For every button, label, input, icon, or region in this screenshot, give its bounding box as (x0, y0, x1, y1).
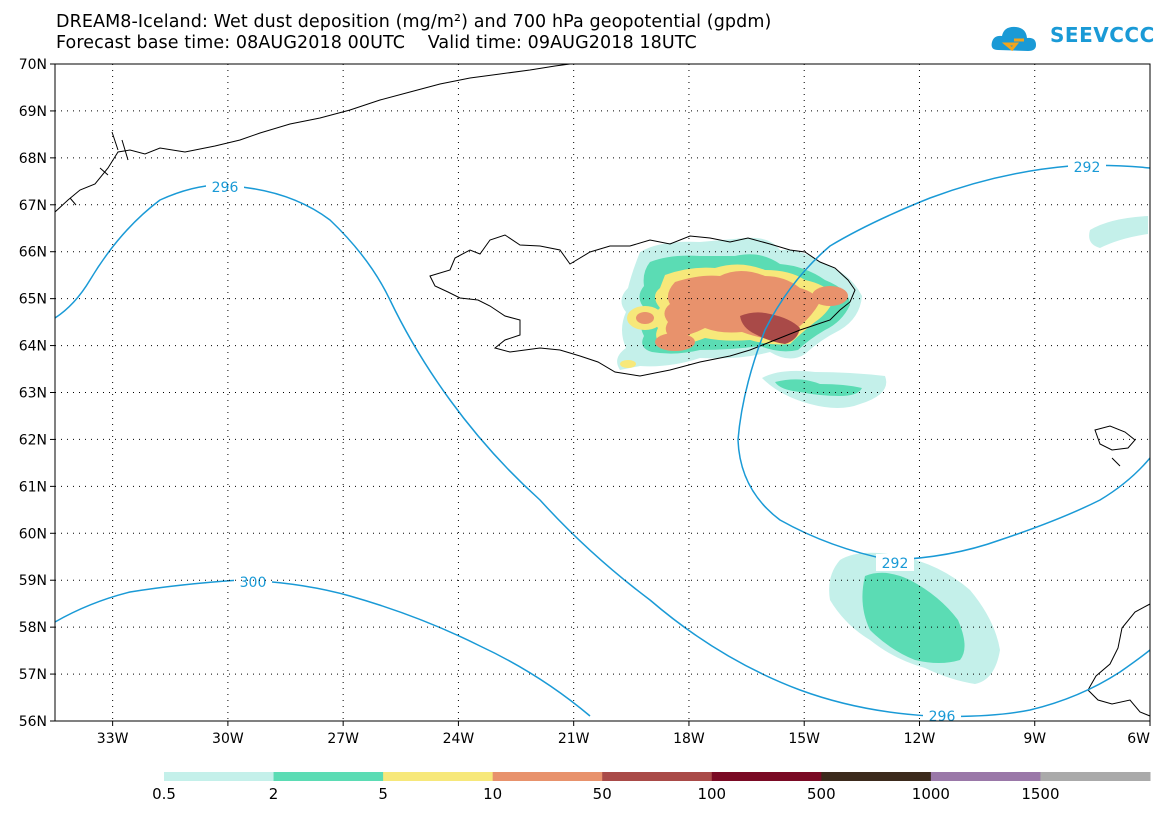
lat-label: 64N (19, 339, 47, 355)
legend-label: 1000 (911, 785, 950, 803)
legend-swatch (821, 772, 932, 781)
dust-area-south-2 (775, 379, 862, 396)
gridlines (55, 64, 1150, 721)
lat-label: 68N (19, 151, 47, 167)
dust-area-southpatch-2 (862, 572, 965, 663)
lat-label: 58N (19, 620, 47, 636)
lon-label: 27W (327, 731, 359, 747)
latitude-axis: 70N 69N 68N 67N 66N 65N 64N 63N 62N 61N 60N 59N 58N 5… (19, 57, 55, 730)
contour-label-292-south: 292 (882, 556, 909, 572)
lon-label: 30W (212, 731, 244, 747)
legend-label: 500 (807, 785, 836, 803)
contour-292 (737, 164, 1151, 561)
legend-color-bar (164, 772, 1151, 781)
lat-label: 57N (19, 667, 47, 683)
lat-label: 59N (19, 573, 47, 589)
legend-label: 5 (378, 785, 388, 803)
scotland-coast (1087, 603, 1151, 717)
contour-300 (54, 579, 591, 717)
legend-swatch (602, 772, 713, 781)
lon-label: 21W (558, 731, 590, 747)
contour-296-west (54, 184, 1151, 718)
contour-label-292-north: 292 (1074, 160, 1101, 176)
lat-label: 56N (19, 714, 47, 730)
dust-area-10-west (636, 312, 654, 324)
legend-swatch (492, 772, 603, 781)
legend-label: 50 (592, 785, 612, 803)
logo-text: SEEVCCC (1050, 23, 1155, 47)
lon-label: 24W (443, 731, 475, 747)
greenland-coast (54, 63, 571, 213)
lat-label: 70N (19, 57, 47, 73)
faroe-coast (1094, 425, 1136, 467)
legend-label: 0.5 (152, 785, 176, 803)
lat-label: 67N (19, 198, 47, 214)
lat-label: 61N (19, 479, 47, 495)
forecast-base-time: Forecast base time: 08AUG2018 00UTC (56, 33, 406, 53)
greenland-fjords (69, 131, 129, 206)
legend-label: 2 (268, 785, 279, 803)
map-title: DREAM8-Iceland: Wet dust deposition (mg/… (56, 12, 772, 32)
geopotential-contours (54, 164, 1151, 718)
contour-label-296-west: 296 (212, 180, 239, 196)
valid-time: Valid time: 09AUG2018 18UTC (427, 33, 697, 53)
lat-label: 69N (19, 104, 47, 120)
legend-swatch (930, 772, 1041, 781)
legend-label: 10 (483, 785, 503, 803)
contour-label-296-south: 296 (929, 709, 956, 725)
cloud-icon (991, 26, 1036, 52)
legend-swatch (164, 772, 275, 781)
lat-label: 65N (19, 292, 47, 308)
legend-swatch (273, 772, 384, 781)
longitude-axis: 33W 30W 27W 24W 21W 18W 15W 12W 9W 6W (97, 721, 1151, 747)
contour-label-300: 300 (240, 575, 267, 591)
lon-label: 15W (788, 731, 820, 747)
lat-label: 60N (19, 526, 47, 542)
lat-label: 62N (19, 432, 47, 448)
legend-label: 100 (697, 785, 727, 803)
lat-label: 66N (19, 245, 47, 261)
lon-label: 33W (97, 731, 129, 747)
dust-area-small (620, 360, 636, 368)
legend-swatch (1040, 772, 1151, 781)
legend-label: 1500 (1021, 785, 1060, 803)
dust-area-10-east (812, 286, 848, 306)
legend-swatch (383, 772, 494, 781)
iceland-coast (429, 234, 856, 377)
lon-label: 9W (1023, 731, 1046, 747)
lon-label: 6W (1127, 731, 1150, 747)
lon-label: 12W (904, 731, 936, 747)
time-info: Forecast base time: 08AUG2018 00UTC Vali… (56, 33, 697, 53)
lon-label: 18W (673, 731, 705, 747)
legend-swatch (711, 772, 822, 781)
dust-deposition-layer (617, 216, 1148, 684)
coastlines (54, 63, 1151, 717)
lat-label: 63N (19, 386, 47, 402)
contour-labels: 296 300 292 292 296 (206, 158, 1106, 725)
dust-area-east-0.5 (1089, 216, 1148, 248)
dust-area-5-south (655, 333, 695, 351)
